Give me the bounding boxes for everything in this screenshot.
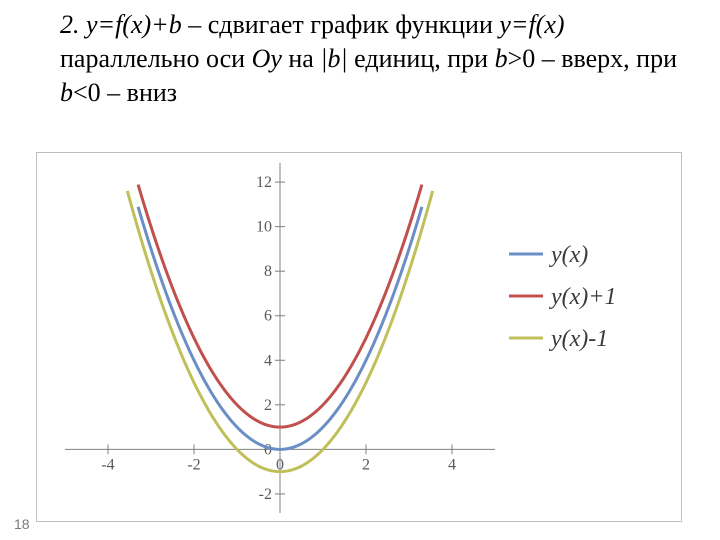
page-number: 18	[14, 516, 30, 532]
y-tick-label: -2	[259, 486, 272, 503]
y-tick-label: 4	[264, 352, 272, 369]
x-tick-label: 4	[448, 456, 456, 473]
legend-label: y(x)-1	[549, 326, 608, 352]
x-tick-label: -4	[101, 456, 114, 473]
page-title: 2. y=f(x)+b – сдвигает график функции y=…	[60, 8, 680, 109]
legend-label: y(x)	[549, 242, 588, 268]
page: 2. y=f(x)+b – сдвигает график функции y=…	[0, 0, 720, 540]
y-tick-label: 10	[256, 219, 272, 236]
y-tick-label: 2	[264, 397, 272, 414]
x-tick-label: -2	[187, 456, 200, 473]
x-tick-label: 2	[362, 456, 370, 473]
y-tick-label: 6	[264, 308, 272, 325]
chart-frame: -4-2024-2024681012y(x)y(x)+1y(x)-1	[36, 152, 682, 522]
chart-svg: -4-2024-2024681012y(x)y(x)+1y(x)-1	[37, 153, 681, 521]
y-tick-label: 12	[256, 174, 272, 191]
y-tick-label: 8	[264, 263, 272, 280]
legend-label: y(x)+1	[549, 284, 616, 310]
